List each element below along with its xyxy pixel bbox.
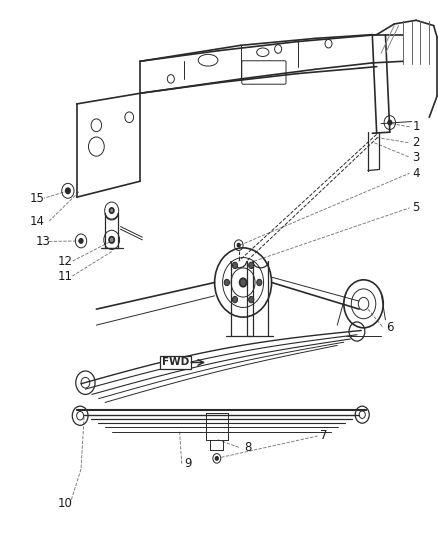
Text: 5: 5: [413, 201, 420, 214]
Circle shape: [109, 237, 114, 243]
Circle shape: [240, 278, 247, 287]
Circle shape: [257, 279, 262, 286]
Circle shape: [79, 239, 83, 243]
Circle shape: [110, 208, 114, 213]
Circle shape: [215, 457, 218, 460]
Text: 3: 3: [413, 151, 420, 164]
Text: 6: 6: [386, 321, 394, 334]
Circle shape: [66, 188, 70, 193]
Text: 4: 4: [412, 167, 420, 180]
Text: 12: 12: [57, 255, 72, 268]
Text: 14: 14: [30, 215, 45, 228]
Text: 1: 1: [412, 120, 420, 133]
Circle shape: [388, 120, 392, 125]
Text: 9: 9: [184, 457, 192, 470]
Text: 8: 8: [244, 441, 251, 454]
Text: 7: 7: [320, 430, 328, 442]
Text: 15: 15: [30, 192, 45, 205]
Text: 11: 11: [57, 270, 72, 282]
Text: 10: 10: [57, 497, 72, 510]
Circle shape: [232, 262, 237, 269]
Circle shape: [237, 244, 240, 247]
Circle shape: [224, 279, 230, 286]
Circle shape: [249, 296, 254, 303]
Text: 13: 13: [35, 235, 50, 248]
Text: FWD: FWD: [162, 358, 189, 367]
Circle shape: [249, 262, 254, 269]
Circle shape: [232, 296, 237, 303]
Text: 2: 2: [412, 136, 420, 149]
